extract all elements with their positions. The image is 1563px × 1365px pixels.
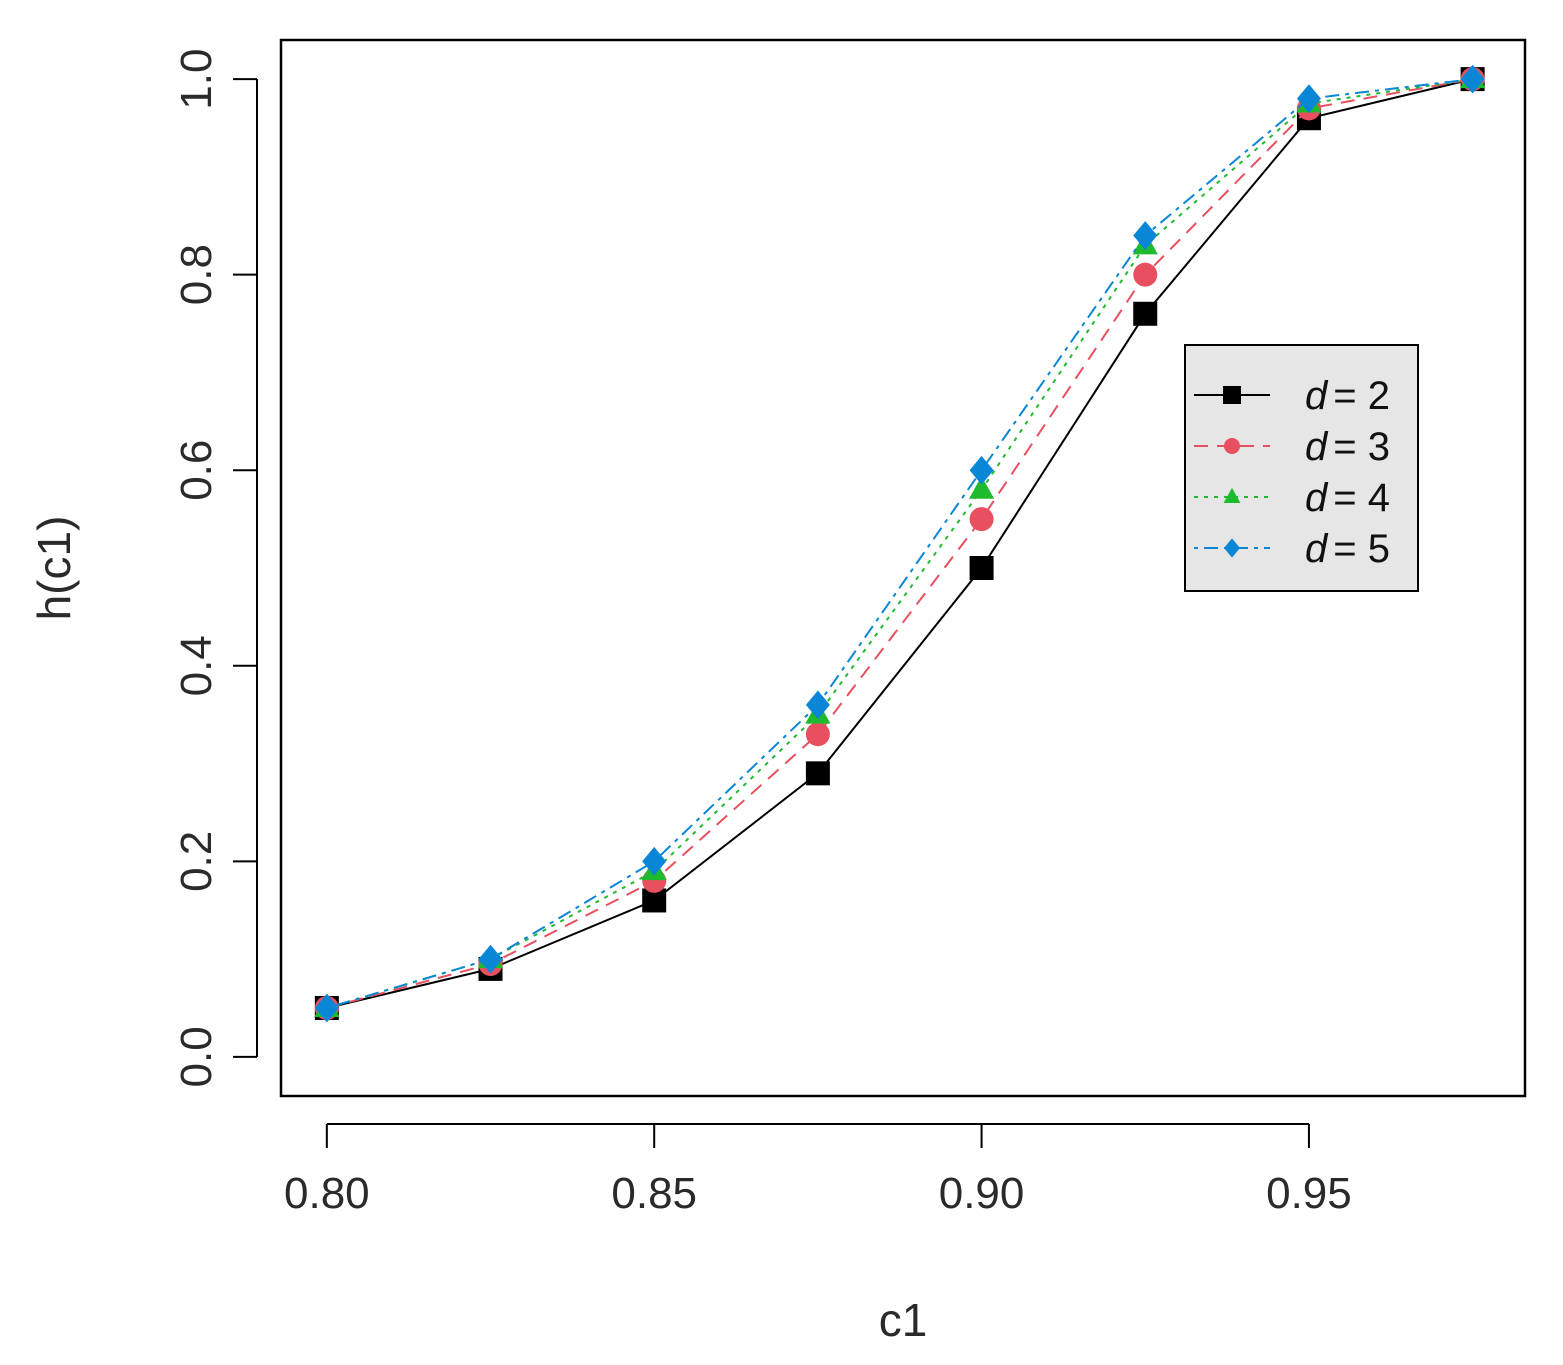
legend-entry: d = 3 <box>1194 425 1390 469</box>
x-tick-label: 0.80 <box>284 1169 370 1218</box>
legend-label: d = 2 <box>1305 374 1390 418</box>
y-tick-label: 0.6 <box>172 440 221 501</box>
data-point <box>1133 221 1158 250</box>
data-point <box>969 556 994 580</box>
legend-marker <box>1223 487 1241 503</box>
x-axis-label: c1 <box>879 1294 928 1346</box>
legend-label: d = 3 <box>1305 425 1390 469</box>
data-point <box>314 993 339 1023</box>
legend-label: d = 4 <box>1305 476 1390 520</box>
data-point <box>1296 84 1321 114</box>
data-point <box>1133 262 1158 287</box>
legend-entry: d = 5 <box>1194 527 1390 571</box>
x-tick-label: 0.90 <box>939 1169 1025 1218</box>
data-point <box>642 846 667 876</box>
data-point <box>805 722 830 747</box>
y-axis-label: h(c1) <box>28 516 80 621</box>
data-point <box>805 761 830 786</box>
data-point <box>478 944 503 974</box>
axes-layer: 0.80 0.85 0.90 0.95 0.0 0.2 0.4 0.6 0.8 1.0 <box>172 49 1352 1218</box>
data-point <box>968 475 995 499</box>
legend-marker <box>1223 386 1241 404</box>
plot-frame <box>279 38 1527 1098</box>
data-point <box>805 690 830 720</box>
legend-marker <box>1224 538 1240 558</box>
x-tick-label: 0.95 <box>1266 1169 1352 1218</box>
data-point <box>1460 64 1485 94</box>
y-tick-label: 1.0 <box>172 49 221 110</box>
legend-entry: d = 2 <box>1194 374 1390 418</box>
series-d5 <box>314 64 1485 1023</box>
legend-marker <box>1224 438 1240 454</box>
legend-label: d = 5 <box>1305 527 1390 571</box>
x-tick-label: 0.85 <box>611 1169 697 1218</box>
series-layer <box>314 64 1486 1023</box>
legend: d = 2 d = 3 d = 4 d = 5 <box>1184 344 1419 592</box>
series-line <box>326 78 1473 1009</box>
y-tick-label: 0.2 <box>172 831 221 892</box>
data-point <box>969 455 994 485</box>
data-point <box>1133 301 1158 326</box>
y-tick-label: 0.8 <box>172 244 221 305</box>
series-line <box>326 78 1473 1009</box>
y-tick-label: 0.4 <box>172 635 221 696</box>
series-line <box>326 78 1473 1009</box>
data-point <box>969 507 994 532</box>
legend-entry: d = 4 <box>1194 476 1390 520</box>
y-tick-label: 0.0 <box>172 1026 221 1087</box>
